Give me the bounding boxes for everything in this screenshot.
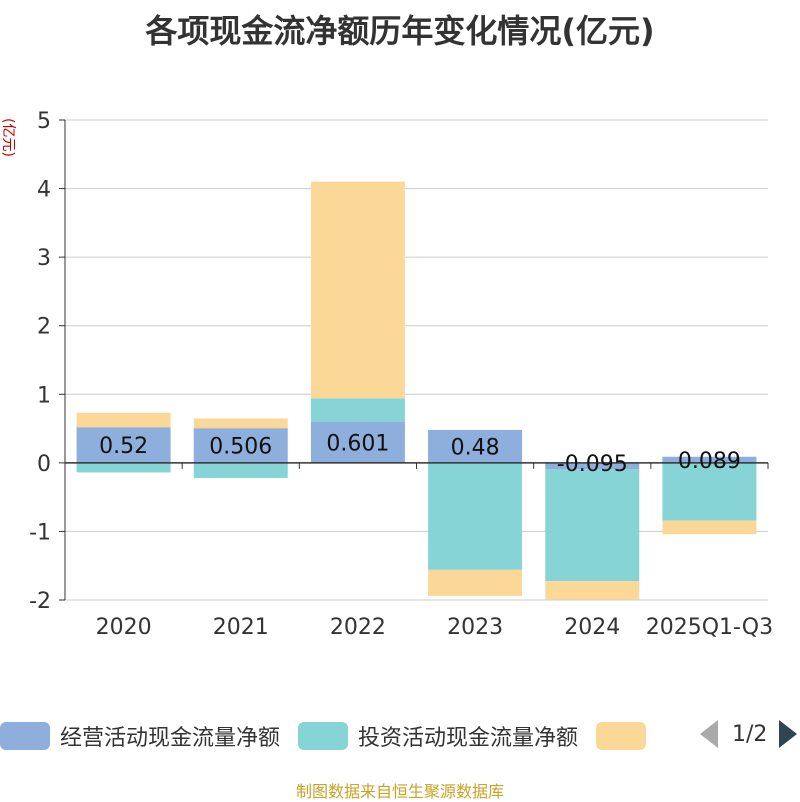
bar-series0-2023 xyxy=(428,429,523,463)
legend: 经营活动现金流量净额 投资活动现金流量净额 xyxy=(0,716,674,756)
data-label: 0.52 xyxy=(99,434,148,459)
legend-item-operating[interactable]: 经营活动现金流量净额 xyxy=(0,720,280,752)
bar-series1-2023 xyxy=(428,462,523,570)
data-label: -0.095 xyxy=(557,452,628,477)
bar-series1-2022 xyxy=(310,398,405,422)
data-source-note: 制图数据来自恒生聚源数据库 xyxy=(295,782,504,801)
y-tick-label: -1 xyxy=(29,520,51,545)
y-tick-label: 3 xyxy=(37,246,51,271)
x-tick-label: 2025Q1-Q3 xyxy=(646,615,773,640)
bar-series1-2025Q1-Q3 xyxy=(662,462,757,521)
bar-series2-2021 xyxy=(193,418,288,429)
bar-series2-2022 xyxy=(310,181,405,399)
y-tick-label: 4 xyxy=(37,178,51,203)
chart-area: 5 4 3 2 1 0 -1 -2 (亿元) 2020 2021 2022 2023 2024 2025Q1… xyxy=(0,109,773,640)
bar-series2-2025Q1-Q3 xyxy=(662,520,757,535)
y-tick-label: 1 xyxy=(37,383,51,408)
data-label: 0.601 xyxy=(326,431,389,456)
bar-series0-2025Q1-Q3 xyxy=(662,456,757,463)
bar-series0-2021 xyxy=(193,428,288,463)
legend-swatch-operating xyxy=(0,722,50,750)
data-label: 0.089 xyxy=(678,449,741,474)
legend-label-operating: 经营活动现金流量净额 xyxy=(60,726,281,751)
y-tick-label: 5 xyxy=(37,109,51,134)
x-tick-label: 2021 xyxy=(213,615,269,640)
x-tick-label: 2024 xyxy=(564,615,620,640)
x-tick-label: 2022 xyxy=(330,615,386,640)
legend-prev-icon[interactable] xyxy=(700,720,718,748)
chart-title: 各项现金流净额历年变化情况(亿元) xyxy=(145,12,655,50)
x-tick-label: 2020 xyxy=(96,615,152,640)
legend-item-financing[interactable] xyxy=(596,722,656,750)
bar-series0-2020 xyxy=(76,427,171,463)
bar-series1-2020 xyxy=(76,462,171,473)
bar-series1-2024 xyxy=(545,469,640,582)
legend-label-investing: 投资活动现金流量净额 xyxy=(358,726,579,751)
legend-page-indicator: 1/2 xyxy=(732,721,768,747)
y-axis-label: (亿元) xyxy=(0,118,16,157)
y-tick-label: -2 xyxy=(29,589,51,614)
legend-item-investing[interactable]: 投资活动现金流量净额 xyxy=(298,720,578,752)
bar-series1-2021 xyxy=(193,462,288,478)
legend-swatch-investing xyxy=(298,722,349,750)
bar-series0-2022 xyxy=(310,421,405,463)
bar-series2-2020 xyxy=(76,412,171,428)
legend-next-icon[interactable] xyxy=(779,720,798,748)
y-tick-label: 0 xyxy=(37,452,51,477)
data-label: 0.506 xyxy=(209,435,272,460)
legend-pager: 1/2 xyxy=(700,720,798,748)
x-tick-label: 2023 xyxy=(447,615,503,640)
y-tick-label: 2 xyxy=(37,315,51,340)
bar-series0-2024 xyxy=(545,462,640,470)
bar-series2-2023 xyxy=(428,569,523,596)
legend-swatch-financing xyxy=(596,722,647,750)
bar-series2-2024 xyxy=(545,581,640,600)
data-label: 0.48 xyxy=(451,435,500,460)
